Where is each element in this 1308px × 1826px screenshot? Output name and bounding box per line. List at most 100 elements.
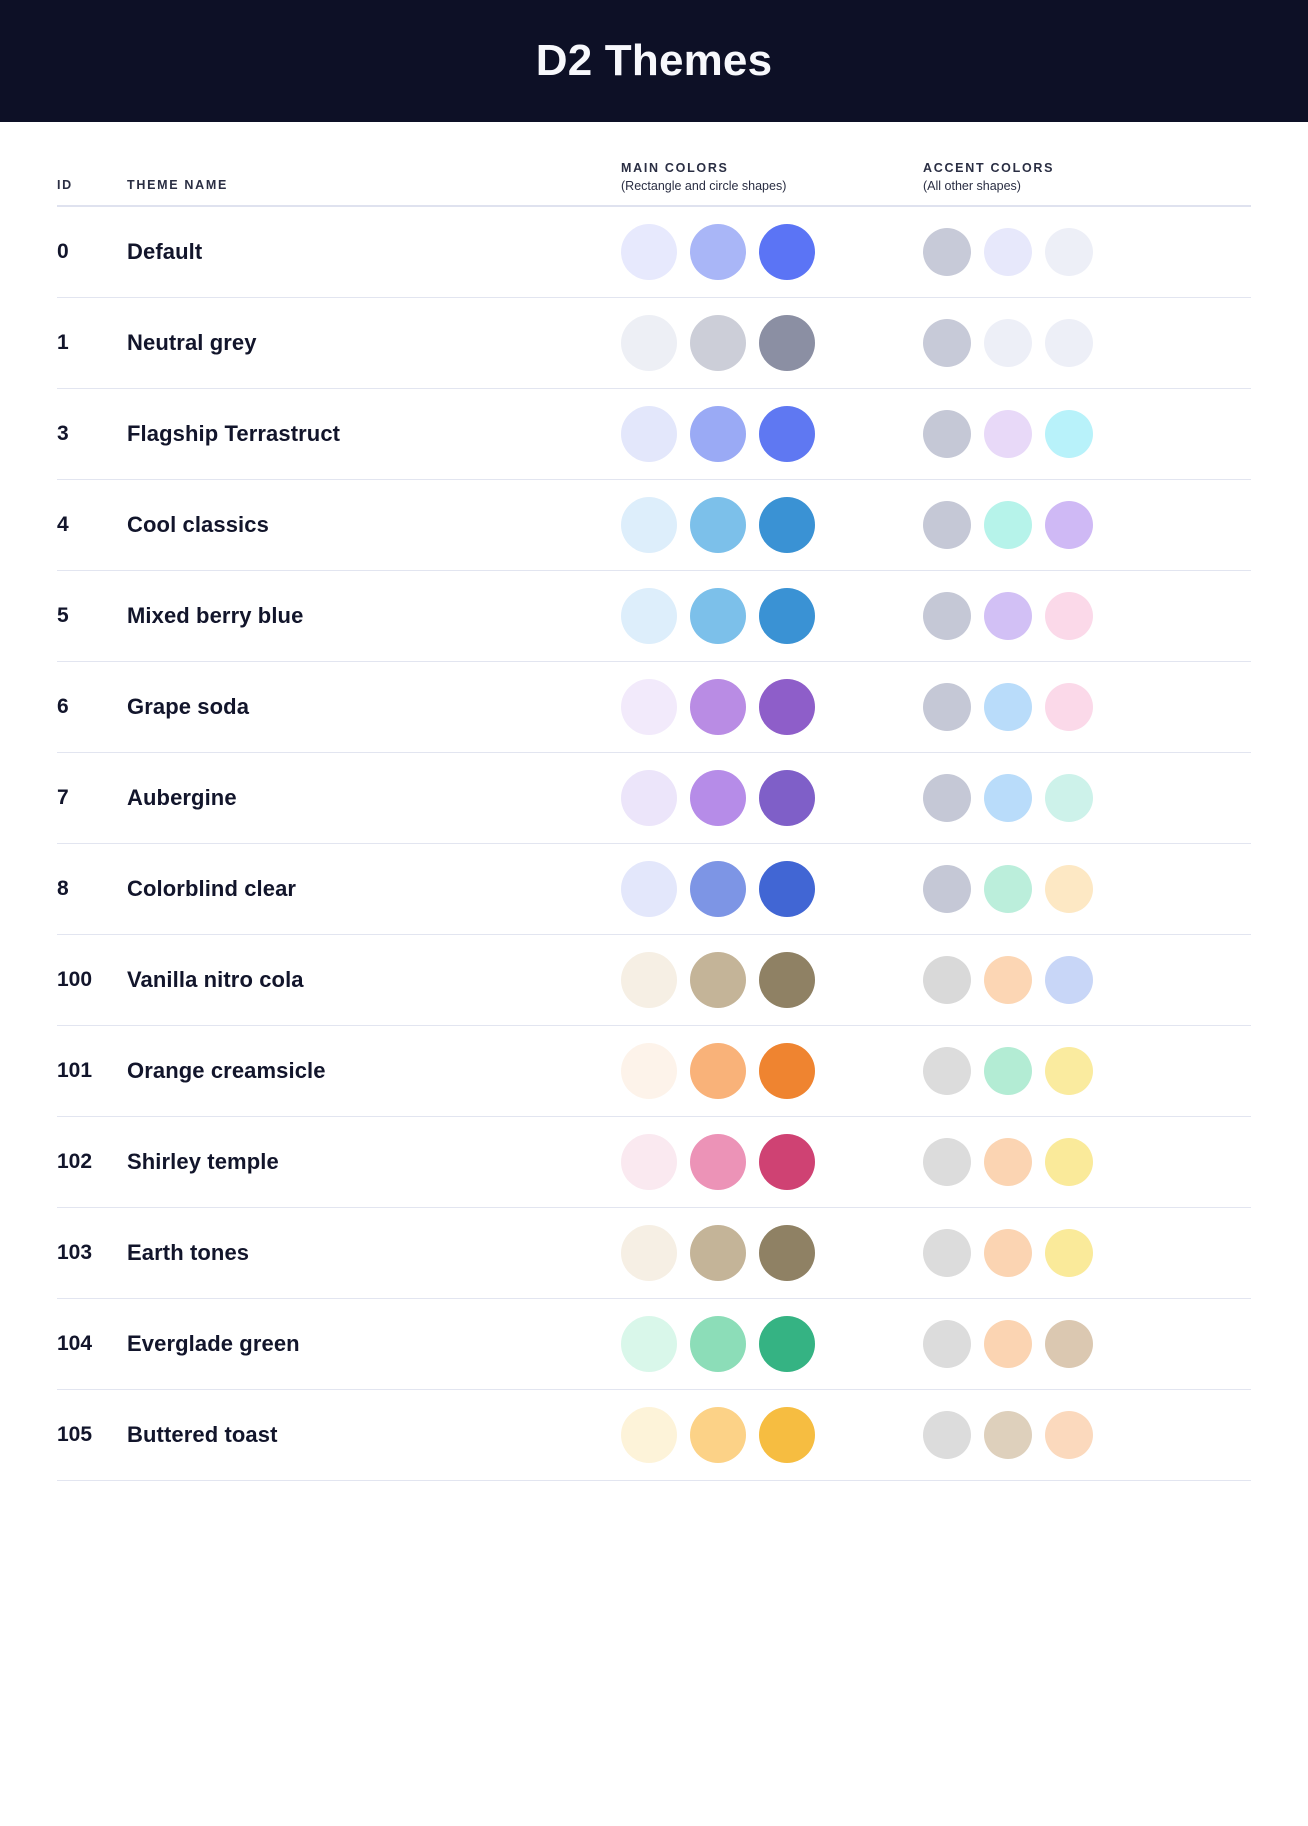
accent-colors-cell: [915, 843, 1251, 935]
table-row[interactable]: 100 Vanilla nitro cola: [57, 934, 1251, 1026]
table-row[interactable]: 105 Buttered toast: [57, 1389, 1251, 1481]
accent-swatch-group: [915, 955, 1251, 1004]
accent-swatch-group: [915, 1137, 1251, 1186]
accent-colors-cell: [915, 570, 1251, 662]
themes-table-wrapper: ID THEME NAME MAIN COLORS (Rectangle and…: [0, 160, 1308, 1481]
accent-color-swatch: [1045, 1228, 1093, 1277]
table-row[interactable]: 102 Shirley temple: [57, 1116, 1251, 1208]
accent-color-swatch: [1045, 955, 1093, 1004]
main-color-swatch: [690, 769, 746, 826]
column-header-main-colors-label: MAIN COLORS: [621, 161, 729, 175]
column-header-accent-colors: ACCENT COLORS (All other shapes): [915, 160, 1251, 208]
accent-colors-cell: [915, 1389, 1251, 1481]
theme-name: Default: [127, 239, 203, 264]
accent-color-swatch: [984, 682, 1032, 731]
theme-id-cell: 7: [57, 752, 127, 844]
main-color-swatch: [759, 678, 815, 735]
theme-name-cell: Earth tones: [127, 1207, 615, 1299]
main-color-swatch: [690, 1133, 746, 1190]
accent-color-swatch: [984, 1228, 1032, 1277]
table-row[interactable]: 4 Cool classics: [57, 479, 1251, 571]
theme-id: 7: [57, 785, 69, 809]
main-colors-cell: [615, 1389, 915, 1481]
main-swatch-group: [615, 496, 915, 553]
accent-color-swatch: [984, 1319, 1032, 1368]
table-row[interactable]: 0 Default: [57, 206, 1251, 298]
theme-name-cell: Colorblind clear: [127, 843, 615, 935]
main-color-swatch: [759, 224, 815, 280]
main-color-swatch: [690, 1315, 746, 1372]
theme-name-cell: Flagship Terrastruct: [127, 388, 615, 480]
accent-colors-cell: [915, 1298, 1251, 1390]
theme-id: 5: [57, 603, 69, 627]
main-colors-cell: [615, 1116, 915, 1208]
column-header-id-label: ID: [57, 178, 73, 192]
main-colors-cell: [615, 570, 915, 662]
accent-color-swatch: [1045, 773, 1093, 822]
main-swatch-group: [615, 1133, 915, 1190]
main-swatch-group: [615, 224, 915, 280]
theme-id-cell: 3: [57, 388, 127, 480]
table-row[interactable]: 103 Earth tones: [57, 1207, 1251, 1299]
main-color-swatch: [690, 405, 746, 462]
accent-colors-cell: [915, 297, 1251, 389]
accent-color-swatch: [984, 591, 1032, 640]
theme-name: Buttered toast: [127, 1421, 278, 1447]
accent-colors-cell: [915, 752, 1251, 844]
column-header-accent-colors-sublabel: (All other shapes): [923, 179, 1021, 194]
page-banner: D2 Themes: [0, 0, 1308, 122]
accent-color-swatch: [923, 864, 971, 913]
theme-id-cell: 100: [57, 934, 127, 1026]
accent-color-swatch: [1045, 1046, 1093, 1095]
main-color-swatch: [621, 678, 677, 735]
theme-name: Mixed berry blue: [127, 602, 304, 628]
main-color-swatch: [759, 1133, 815, 1190]
accent-colors-cell: [915, 1025, 1251, 1117]
theme-name: Everglade green: [127, 1330, 300, 1356]
theme-name: Neutral grey: [127, 329, 257, 355]
main-color-swatch: [759, 496, 815, 553]
accent-color-swatch: [923, 1410, 971, 1459]
main-color-swatch: [759, 314, 815, 371]
accent-swatch-group: [915, 1410, 1251, 1459]
table-row[interactable]: 7 Aubergine: [57, 752, 1251, 844]
themes-table: ID THEME NAME MAIN COLORS (Rectangle and…: [57, 160, 1251, 1481]
table-row[interactable]: 8 Colorblind clear: [57, 843, 1251, 935]
theme-id: 4: [57, 512, 69, 536]
theme-id: 103: [57, 1240, 93, 1264]
accent-color-swatch: [984, 318, 1032, 367]
accent-color-swatch: [923, 318, 971, 367]
main-colors-cell: [615, 661, 915, 753]
main-colors-cell: [615, 388, 915, 480]
main-colors-cell: [615, 479, 915, 571]
main-swatch-group: [615, 860, 915, 917]
table-row[interactable]: 1 Neutral grey: [57, 297, 1251, 389]
main-color-swatch: [621, 860, 677, 917]
main-color-swatch: [621, 1315, 677, 1372]
table-body: 0 Default 1 Neutral grey 3 Flagship Terrastru…: [57, 206, 1251, 1481]
table-row[interactable]: 101 Orange creamsicle: [57, 1025, 1251, 1117]
table-row[interactable]: 104 Everglade green: [57, 1298, 1251, 1390]
accent-color-swatch: [923, 591, 971, 640]
accent-color-swatch: [1045, 318, 1093, 367]
theme-name: Grape soda: [127, 693, 250, 719]
table-row[interactable]: 6 Grape soda: [57, 661, 1251, 753]
theme-id-cell: 105: [57, 1389, 127, 1481]
theme-id: 104: [57, 1331, 93, 1355]
table-row[interactable]: 5 Mixed berry blue: [57, 570, 1251, 662]
accent-color-swatch: [984, 955, 1032, 1004]
theme-id-cell: 0: [57, 206, 127, 298]
main-colors-cell: [615, 752, 915, 844]
accent-color-swatch: [984, 773, 1032, 822]
theme-name-cell: Vanilla nitro cola: [127, 934, 615, 1026]
table-row[interactable]: 3 Flagship Terrastruct: [57, 388, 1251, 480]
theme-name-cell: Mixed berry blue: [127, 570, 615, 662]
theme-name-cell: Default: [127, 206, 615, 298]
accent-swatch-group: [915, 1046, 1251, 1095]
accent-swatch-group: [915, 1319, 1251, 1368]
main-color-swatch: [690, 678, 746, 735]
main-color-swatch: [621, 1133, 677, 1190]
accent-colors-cell: [915, 934, 1251, 1026]
main-color-swatch: [621, 1406, 677, 1463]
